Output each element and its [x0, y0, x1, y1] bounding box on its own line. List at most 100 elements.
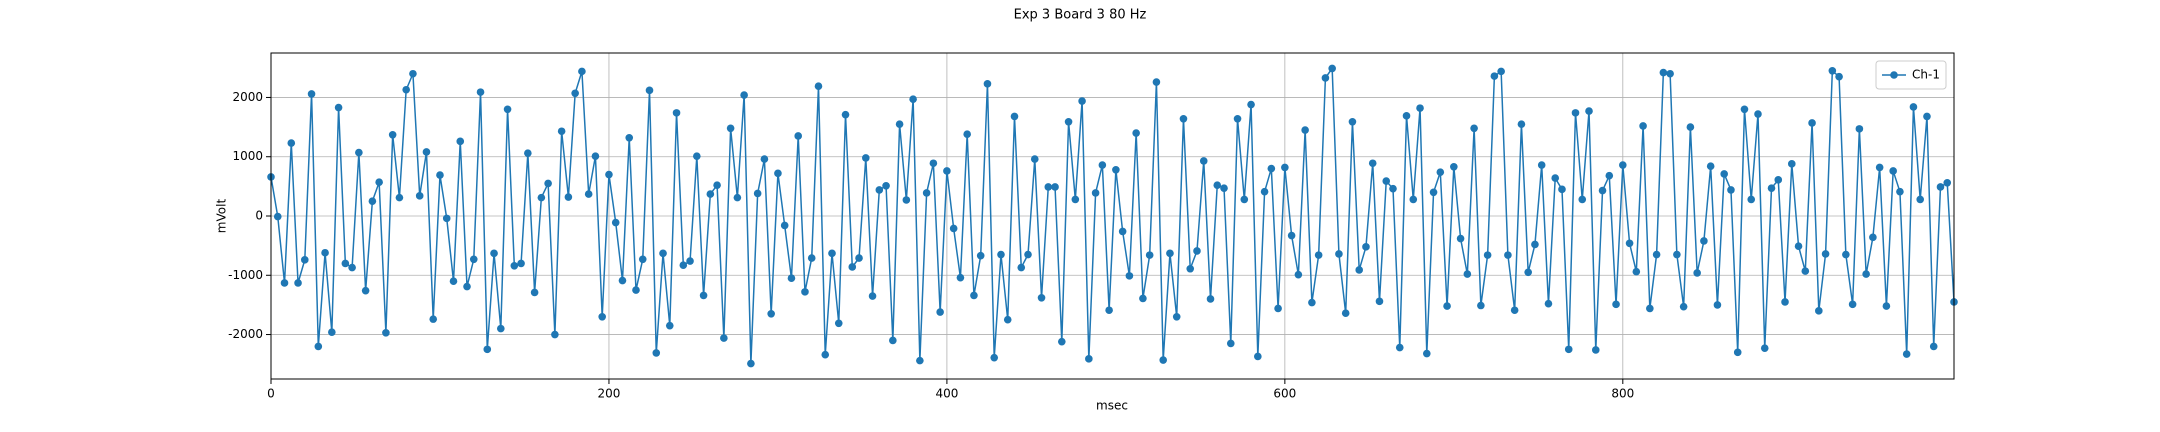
data-point — [1747, 195, 1756, 204]
data-point — [1646, 304, 1654, 313]
data-point — [1051, 183, 1059, 191]
data-point — [1706, 162, 1715, 171]
data-point — [1483, 251, 1492, 259]
data-point — [916, 356, 924, 365]
data-point — [1686, 123, 1695, 131]
data-point — [632, 286, 640, 294]
data-point — [1815, 307, 1823, 315]
data-point — [1078, 97, 1086, 105]
data-point — [524, 149, 532, 157]
data-point — [1226, 339, 1235, 348]
data-point — [672, 109, 681, 117]
data-point — [1869, 233, 1877, 242]
data-point — [1632, 267, 1641, 276]
data-point — [618, 276, 627, 285]
data-point — [1774, 176, 1783, 184]
data-point — [1003, 315, 1012, 324]
data-point — [1470, 124, 1478, 133]
data-point — [855, 254, 863, 262]
data-point — [1118, 227, 1127, 236]
data-point — [280, 279, 289, 287]
legend-marker — [1890, 71, 1898, 79]
data-point — [895, 120, 904, 128]
data-point — [1537, 161, 1546, 169]
data-point — [1152, 78, 1161, 86]
data-point — [1720, 170, 1728, 178]
data-point — [1030, 155, 1039, 163]
data-point — [1064, 117, 1073, 126]
data-point — [1591, 346, 1600, 354]
data-point — [1679, 302, 1688, 311]
data-point — [1429, 188, 1438, 197]
data-point — [922, 189, 931, 197]
data-point — [686, 257, 694, 265]
data-point — [1740, 105, 1749, 114]
data-point — [287, 139, 296, 147]
data-point — [1619, 161, 1627, 169]
data-point — [1666, 69, 1674, 78]
data-point — [1477, 301, 1485, 310]
data-point — [1733, 348, 1742, 357]
data-point — [483, 345, 492, 354]
data-point — [638, 255, 647, 264]
data-point — [909, 95, 917, 104]
data-point — [1172, 312, 1181, 321]
data-point — [1909, 103, 1918, 111]
data-point — [1328, 64, 1336, 73]
data-point — [645, 86, 654, 95]
data-point — [1443, 302, 1451, 310]
data-point — [1571, 109, 1580, 117]
data-point — [882, 181, 890, 190]
data-point — [720, 334, 728, 342]
data-point — [517, 259, 525, 268]
data-point — [821, 350, 830, 359]
data-point — [753, 189, 762, 198]
data-point — [1436, 168, 1445, 176]
data-point — [1564, 345, 1573, 354]
data-point — [1848, 300, 1857, 309]
data-point — [693, 152, 701, 160]
data-point — [571, 89, 579, 98]
data-point — [1294, 270, 1303, 279]
data-point — [328, 328, 336, 336]
data-point — [598, 312, 606, 321]
data-point — [1713, 301, 1722, 309]
data-point — [1450, 163, 1458, 171]
data-point — [355, 148, 363, 157]
data-point — [963, 130, 971, 139]
x-tick-label: 0 — [267, 387, 275, 401]
data-point — [652, 349, 661, 357]
data-point — [1754, 110, 1762, 118]
data-point — [1693, 269, 1701, 277]
data-point — [1598, 186, 1607, 195]
data-point — [591, 152, 600, 160]
data-point — [395, 193, 404, 202]
data-point — [1145, 251, 1154, 259]
data-point — [1767, 184, 1776, 192]
data-point — [767, 310, 775, 318]
data-point — [726, 124, 735, 133]
data-point — [1497, 67, 1505, 76]
data-point — [1422, 349, 1431, 358]
data-point — [294, 279, 302, 287]
data-point — [436, 171, 444, 179]
data-point — [1321, 74, 1330, 82]
data-point — [1186, 264, 1195, 273]
data-point — [780, 221, 789, 230]
data-point — [1395, 343, 1404, 352]
data-point — [578, 67, 586, 76]
data-point — [1504, 251, 1512, 259]
data-point — [1199, 157, 1208, 165]
data-point — [1936, 183, 1945, 191]
data-point — [699, 291, 708, 300]
data-point — [828, 249, 836, 258]
data-point — [503, 105, 512, 114]
data-point — [463, 282, 471, 291]
data-point — [1240, 195, 1249, 204]
data-point — [1159, 356, 1167, 364]
data-point — [1193, 247, 1201, 255]
data-point — [1037, 293, 1046, 302]
data-point — [1098, 161, 1107, 169]
data-point — [409, 69, 417, 78]
y-tick-label: 2000 — [232, 90, 263, 104]
